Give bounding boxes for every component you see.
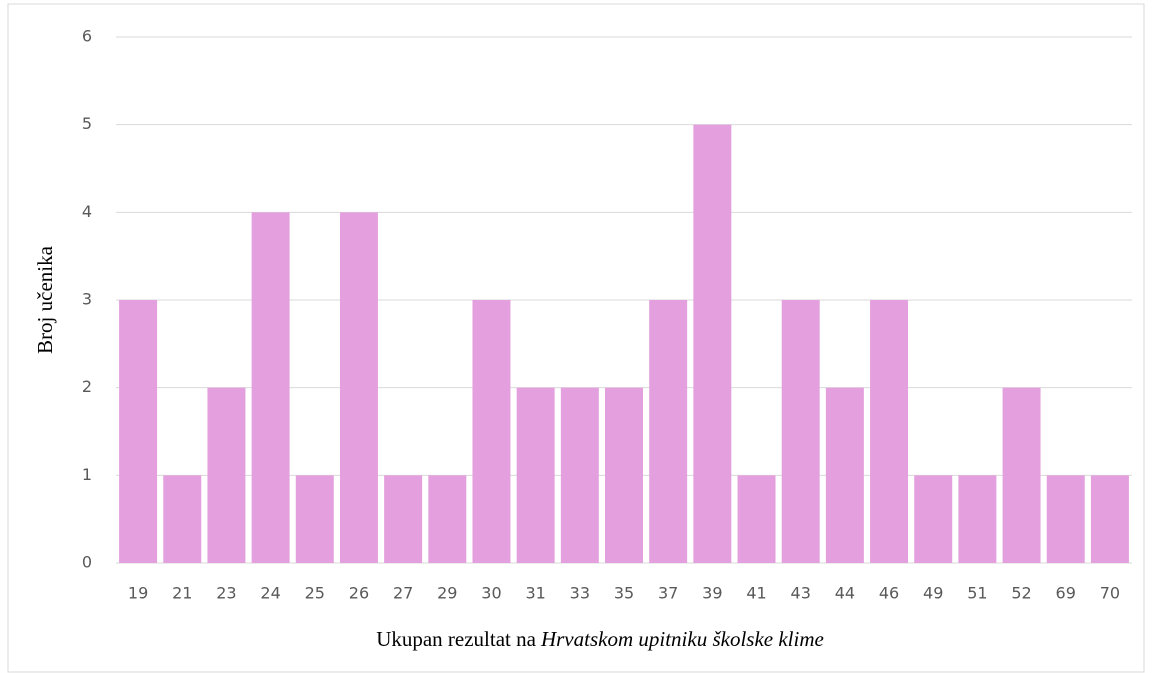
y-tick-label: 6	[82, 27, 92, 46]
x-axis-label: Ukupan rezultat na Hrvatskom upitniku ško…	[376, 627, 824, 651]
y-axis-label: Broj učenika	[33, 245, 57, 354]
bar	[649, 300, 688, 563]
x-tick-label: 21	[172, 584, 192, 603]
x-tick-label: 29	[437, 584, 457, 603]
bar	[693, 124, 732, 564]
bar	[384, 475, 423, 563]
x-axis-label-plain: Ukupan rezultat na	[376, 627, 536, 651]
x-tick-label: 26	[349, 584, 369, 603]
chart-border	[7, 3, 1145, 673]
y-tick-label: 2	[82, 377, 92, 396]
x-tick-label: 19	[128, 584, 148, 603]
bar	[472, 300, 511, 563]
bar	[825, 387, 864, 563]
x-tick-label: 51	[967, 584, 987, 603]
bar	[605, 387, 643, 563]
x-tick-label: 23	[216, 584, 236, 603]
bar	[428, 475, 467, 563]
bar	[1046, 475, 1085, 563]
y-tick-label: 0	[82, 553, 92, 572]
x-tick-label: 69	[1056, 584, 1076, 603]
bar	[251, 212, 290, 564]
bar	[1090, 475, 1129, 563]
x-tick-label: 25	[305, 584, 325, 603]
x-tick-label: 39	[702, 584, 722, 603]
x-tick-label: 31	[525, 584, 545, 603]
x-tick-label: 70	[1100, 584, 1120, 603]
x-tick-label: 24	[260, 584, 280, 603]
x-axis-label-italic: Hrvatskom upitniku školske klime	[540, 627, 824, 651]
bar	[516, 387, 555, 563]
x-tick-label: 37	[658, 584, 678, 603]
x-tick-label: 52	[1011, 584, 1031, 603]
bar	[870, 300, 909, 563]
x-tick-label: 33	[570, 584, 590, 603]
x-tick-label: 30	[481, 584, 501, 603]
y-tick-label: 5	[82, 114, 92, 133]
bar	[914, 475, 953, 563]
bar	[295, 475, 334, 563]
bar	[339, 212, 378, 564]
y-tick-label: 3	[82, 290, 92, 309]
bar	[119, 300, 158, 563]
bar	[207, 387, 246, 563]
x-tick-label: 27	[393, 584, 413, 603]
bar	[958, 475, 997, 563]
x-tick-label: 44	[835, 584, 855, 603]
x-tick-label: 43	[791, 584, 811, 603]
bar	[560, 387, 599, 563]
bar	[781, 300, 820, 563]
y-tick-label: 1	[82, 465, 92, 484]
x-tick-label: 49	[923, 584, 943, 603]
y-tick-label: 4	[82, 202, 92, 221]
x-tick-label: 35	[614, 584, 634, 603]
bar	[163, 475, 202, 563]
bar	[737, 475, 776, 563]
x-tick-label: 41	[746, 584, 766, 603]
x-tick-label: 46	[879, 584, 899, 603]
bar	[1002, 387, 1041, 563]
